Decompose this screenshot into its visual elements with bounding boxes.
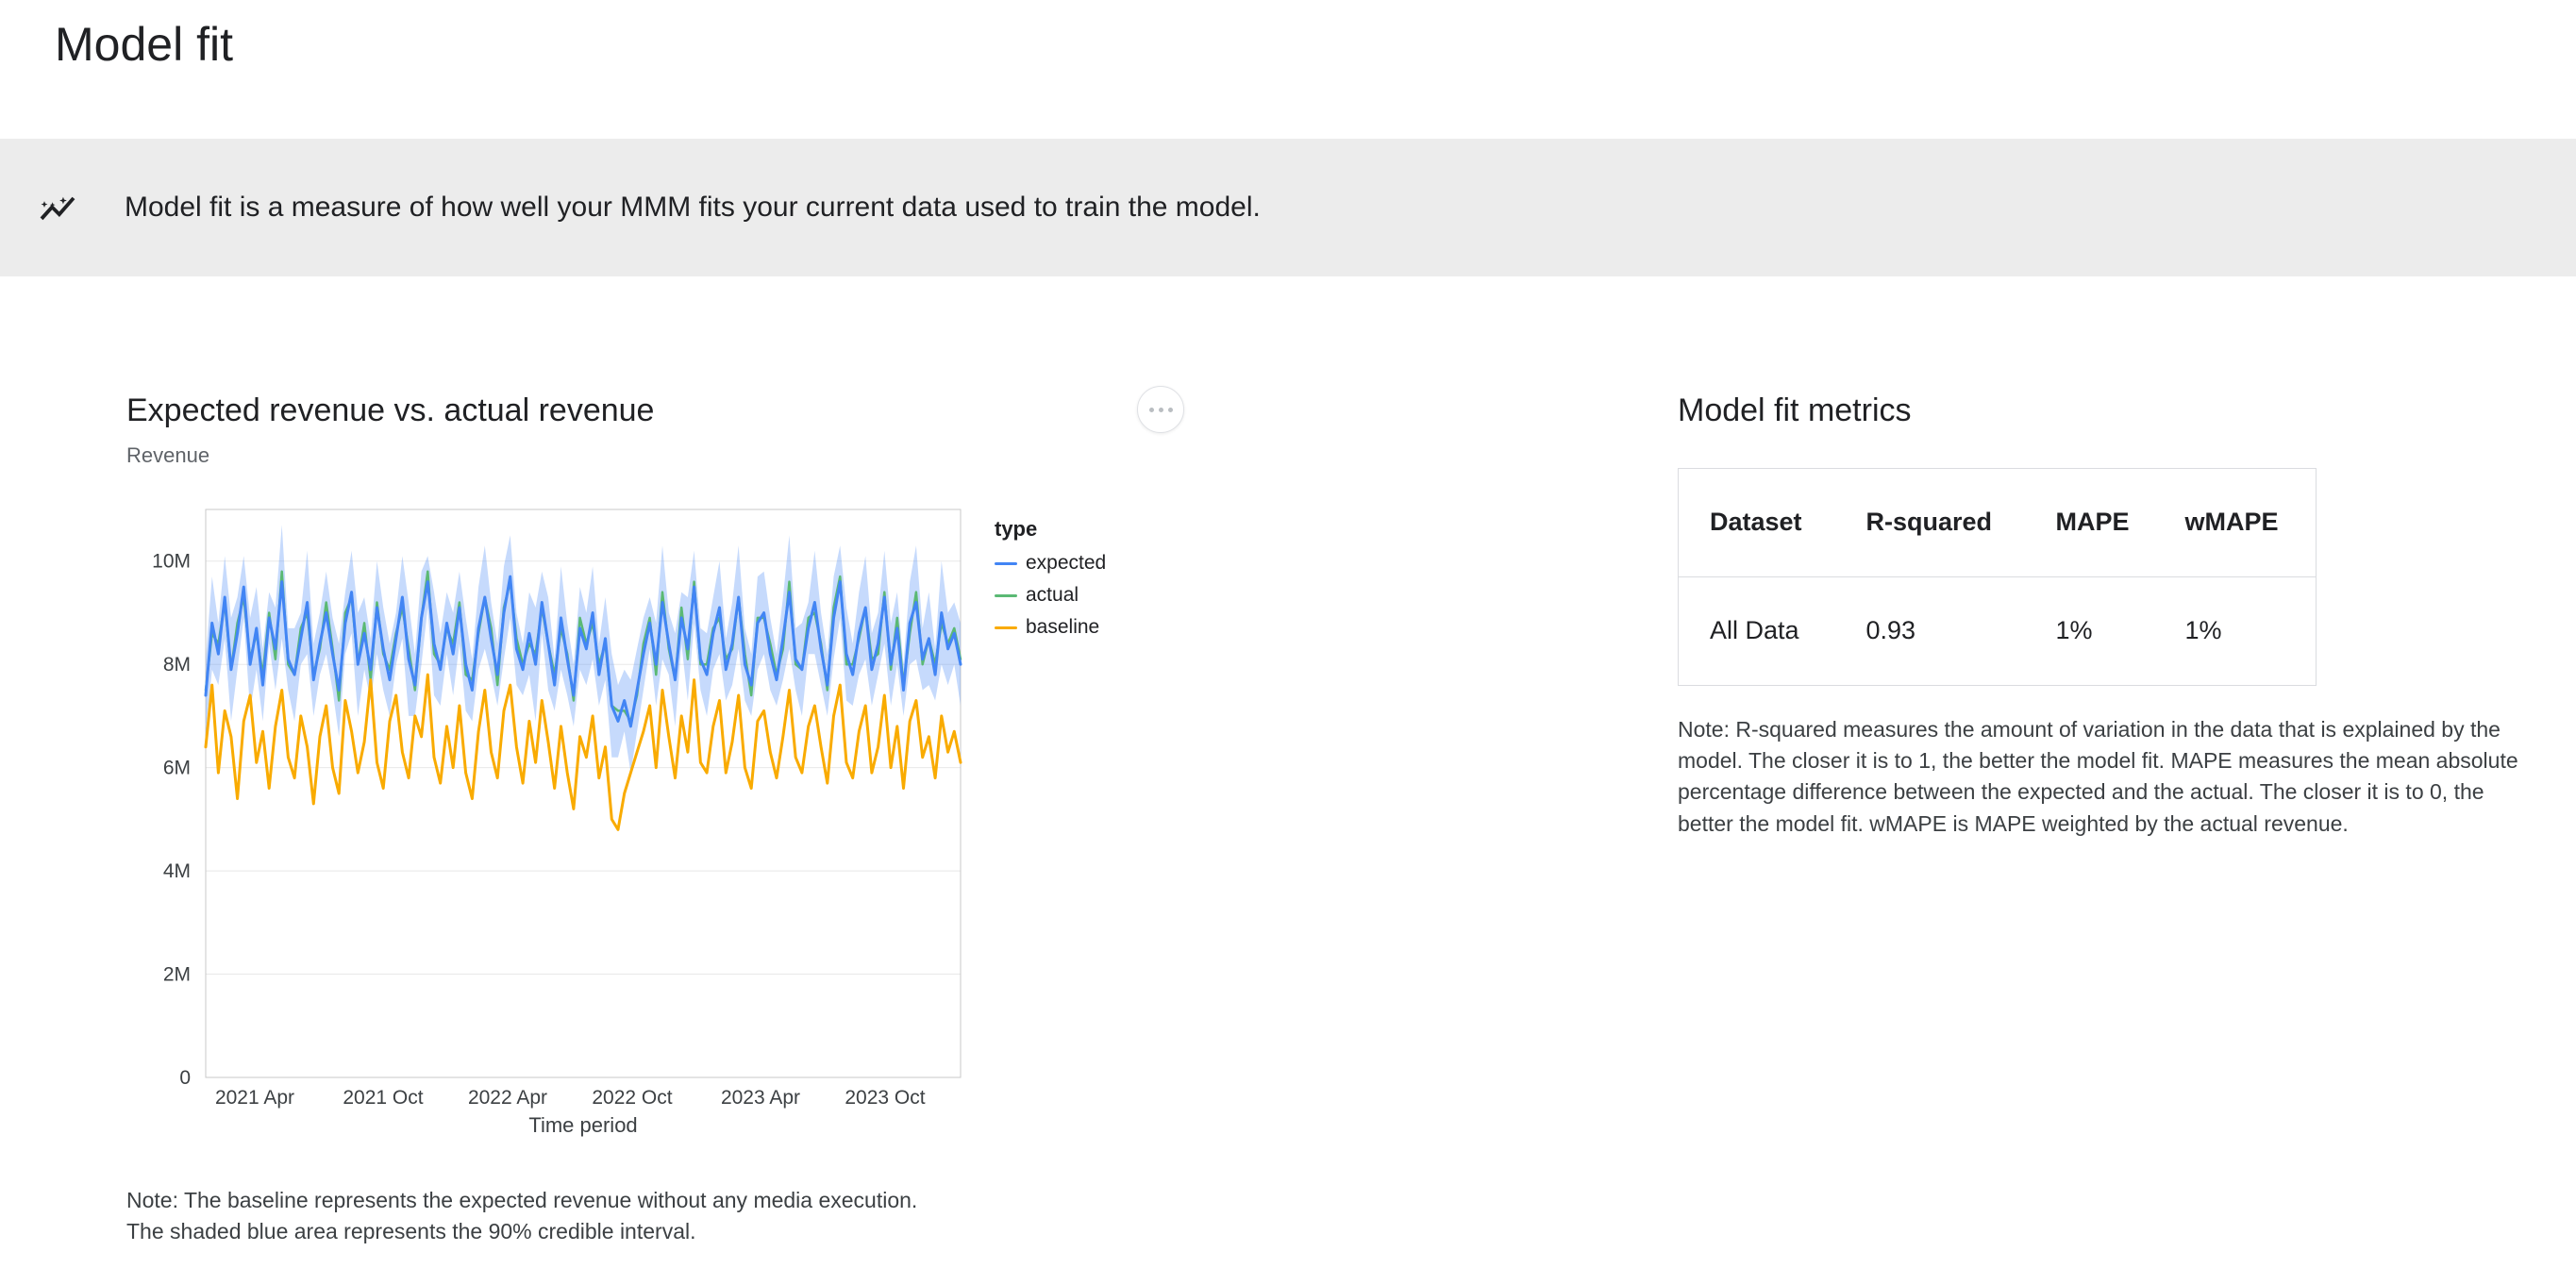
svg-text:2021 Apr: 2021 Apr (215, 1087, 294, 1109)
col-header-wmape: wMAPE (2184, 508, 2279, 537)
svg-text:2021 Oct: 2021 Oct (343, 1087, 423, 1109)
svg-text:2022 Apr: 2022 Apr (468, 1087, 547, 1109)
legend-swatch (995, 626, 1017, 629)
col-header-mape: MAPE (2055, 508, 2130, 537)
more-options-button[interactable] (1137, 386, 1184, 433)
main-content: Expected revenue vs. actual revenue Reve… (0, 276, 2576, 1268)
legend-label: baseline (1026, 616, 1100, 639)
svg-text:10M: 10M (152, 551, 191, 573)
col-header-dataset: Dataset (1710, 508, 1802, 537)
legend-title: type (995, 517, 1038, 542)
chart-note: Note: The baseline represents the expect… (126, 1185, 1127, 1246)
chart-title: Expected revenue vs. actual revenue (126, 392, 655, 428)
legend-swatch (995, 593, 1017, 597)
col-header-r-squared: R-squared (1865, 508, 1993, 537)
svg-text:2023 Oct: 2023 Oct (845, 1087, 925, 1109)
chart-card: Expected revenue vs. actual revenue Reve… (126, 386, 1184, 1247)
svg-text:2023 Apr: 2023 Apr (721, 1087, 800, 1109)
legend-label: actual (1026, 584, 1079, 607)
chart-legend: type expected actual baseline (995, 517, 1155, 1140)
svg-text:0: 0 (179, 1067, 191, 1089)
svg-text:4M: 4M (163, 860, 191, 882)
legend-item-actual: actual (995, 584, 1155, 607)
svg-text:8M: 8M (163, 654, 191, 676)
cell-r-squared: 0.93 (1865, 616, 1916, 645)
page-title: Model fit (55, 18, 233, 71)
table-row: All Data 0.93 1% 1% (1679, 576, 2317, 685)
more-options-icon (1148, 407, 1173, 412)
page-header: Model fit (0, 0, 2576, 139)
metrics-title: Model fit metrics (1678, 392, 1912, 428)
chart-subtitle: Revenue (126, 442, 210, 467)
cell-dataset: All Data (1710, 616, 1799, 645)
chart-note-line2: The shaded blue area represents the 90% … (126, 1218, 696, 1243)
table-header-row: Dataset R-squared MAPE wMAPE (1678, 468, 2317, 577)
banner-text: Model fit is a measure of how well your … (125, 192, 1261, 223)
chart-area: 0 2M 4M 6M 8M 10M 2021 Apr 2021 Oct 2022 Apr 2022… (126, 498, 1183, 1140)
svg-text:Time period: Time period (528, 1113, 637, 1137)
chart-note-line1: Note: The baseline represents the expect… (126, 1188, 918, 1213)
metrics-note: Note: R-squared measures the amount of v… (1678, 716, 2518, 836)
metrics-panel: Model fit metrics Dataset R-squared MAPE… (1678, 392, 2546, 840)
auto-graph-icon (36, 186, 79, 229)
svg-text:6M: 6M (163, 758, 191, 779)
cell-mape: 1% (2055, 616, 2093, 645)
metrics-table: Dataset R-squared MAPE wMAPE All Data 0.… (1678, 467, 2317, 686)
model-fit-chart[interactable]: 0 2M 4M 6M 8M 10M 2021 Apr 2021 Oct 2022 Apr 2022… (126, 498, 970, 1140)
legend-label: expected (1026, 552, 1107, 575)
legend-swatch (995, 561, 1017, 565)
svg-text:2M: 2M (163, 964, 191, 986)
info-banner: Model fit is a measure of how well your … (0, 139, 2576, 276)
svg-text:2022 Oct: 2022 Oct (592, 1087, 672, 1109)
legend-items: expected actual baseline (995, 552, 1155, 639)
cell-wmape: 1% (2184, 616, 2222, 645)
legend-item-expected: expected (995, 552, 1155, 575)
legend-item-baseline: baseline (995, 616, 1155, 639)
